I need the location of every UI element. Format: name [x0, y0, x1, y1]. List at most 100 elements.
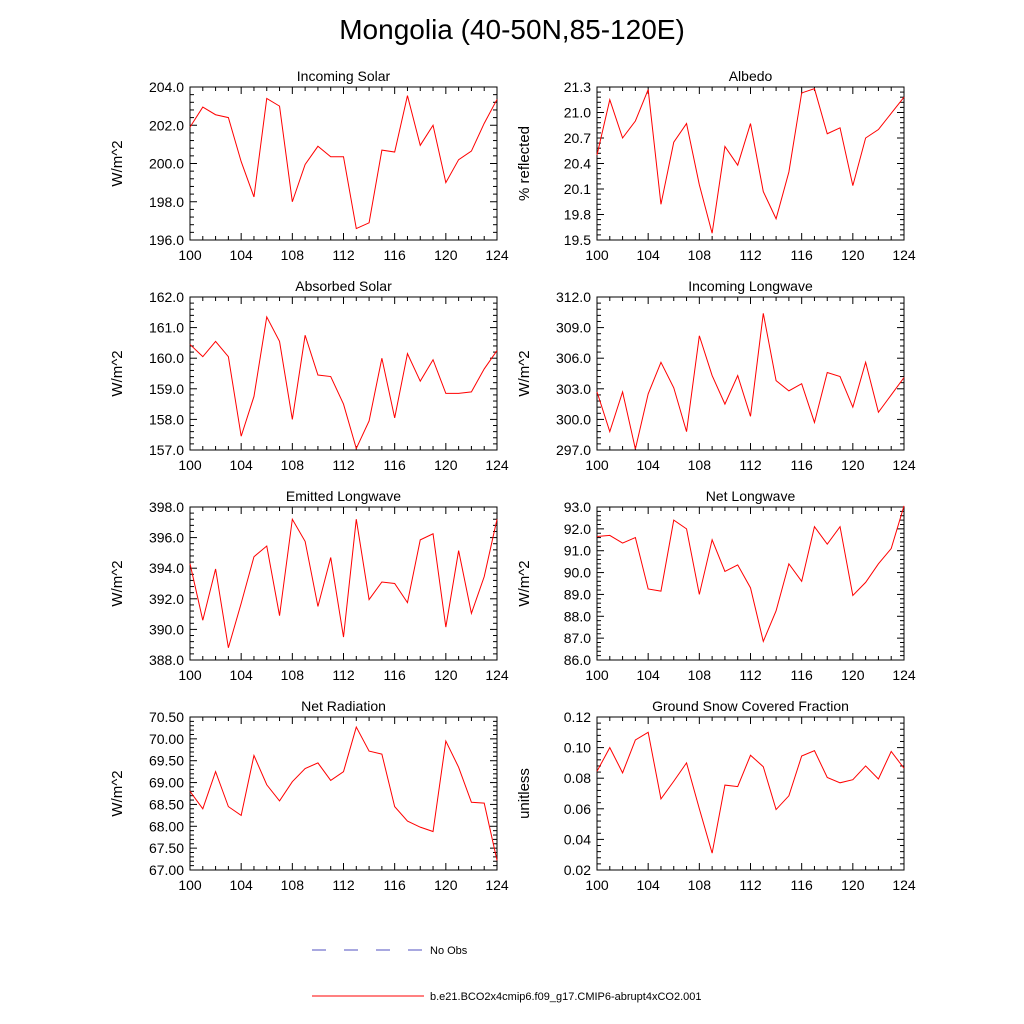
y-tick-label: 69.00 [149, 775, 184, 791]
x-tick-label: 116 [384, 877, 407, 893]
y-tick-label: 198.0 [149, 194, 184, 210]
y-tick-label: 394.0 [149, 560, 184, 576]
x-tick-label: 116 [384, 247, 407, 263]
panel-6: Net Longwave W/m^2 100 104 108 112 116 120 124 86… [516, 488, 916, 683]
x-tick-label: 120 [434, 667, 458, 683]
x-tick-label: 104 [636, 457, 660, 473]
series-line [596, 88, 905, 234]
y-tick-label: 159.0 [149, 381, 184, 397]
x-tick-label: 100 [585, 247, 609, 263]
y-tick-label: 0.06 [564, 801, 591, 817]
x-tick-label: 108 [281, 877, 305, 893]
x-tick-label: 104 [636, 247, 660, 263]
x-tick-label: 120 [841, 247, 865, 263]
legend-obs-label: No Obs [430, 945, 468, 957]
series-line [189, 725, 498, 861]
series-line [596, 313, 905, 450]
y-tick-label: 92.0 [564, 521, 591, 537]
panel-title: Emitted Longwave [286, 488, 401, 504]
y-tick-label: 68.50 [149, 796, 184, 812]
y-tick-label: 303.0 [556, 381, 591, 397]
figure-title: Mongolia (40-50N,85-120E) [339, 14, 685, 45]
y-tick-label: 297.0 [556, 442, 591, 458]
x-tick-label: 116 [791, 877, 814, 893]
y-tick-label: 0.02 [564, 862, 591, 878]
x-tick-label: 112 [739, 877, 762, 893]
x-tick-label: 100 [178, 457, 202, 473]
x-tick-label: 108 [281, 667, 305, 683]
x-tick-label: 124 [892, 457, 916, 473]
y-tick-label: 160.0 [149, 350, 184, 366]
y-tick-label: 0.04 [564, 831, 591, 847]
y-tick-label: 19.5 [564, 232, 591, 248]
x-tick-label: 116 [791, 457, 814, 473]
x-tick-label: 112 [332, 877, 355, 893]
x-tick-label: 108 [281, 457, 305, 473]
x-tick-label: 108 [688, 457, 712, 473]
y-axis-label: W/m^2 [109, 560, 126, 606]
x-tick-label: 112 [739, 667, 762, 683]
panel-title: Net Longwave [706, 488, 796, 504]
y-tick-label: 158.0 [149, 411, 184, 427]
y-tick-label: 86.0 [564, 652, 591, 668]
panel-4: Incoming Longwave W/m^2 100 104 108 112 116 120… [516, 278, 916, 473]
x-tick-label: 120 [434, 247, 458, 263]
y-tick-label: 204.0 [149, 79, 184, 95]
y-tick-label: 202.0 [149, 117, 184, 133]
x-tick-label: 100 [178, 247, 202, 263]
y-tick-label: 396.0 [149, 530, 184, 546]
series-line [596, 505, 905, 644]
y-axis-label: unitless [516, 768, 533, 819]
x-tick-label: 116 [791, 247, 814, 263]
plot-frame [596, 296, 905, 451]
y-tick-label: 70.00 [149, 731, 184, 747]
y-tick-label: 309.0 [556, 320, 591, 336]
y-tick-label: 306.0 [556, 350, 591, 366]
x-tick-label: 100 [585, 457, 609, 473]
y-tick-label: 392.0 [149, 591, 184, 607]
x-tick-label: 104 [229, 457, 253, 473]
y-tick-label: 67.00 [149, 862, 184, 878]
y-tick-label: 88.0 [564, 608, 591, 624]
x-tick-label: 104 [636, 877, 660, 893]
panel-5: Emitted Longwave W/m^2 100 104 108 112 116 120 1… [109, 488, 509, 683]
x-tick-label: 112 [739, 247, 762, 263]
x-tick-label: 116 [791, 667, 814, 683]
plot-frame [596, 716, 905, 871]
y-tick-label: 67.50 [149, 840, 184, 856]
plot-frame [189, 716, 498, 871]
panel-2: Albedo % reflected 100 104 108 112 116 120 124 19… [516, 68, 916, 263]
x-tick-label: 108 [688, 247, 712, 263]
legend-model-label: b.e21.BCO2x4cmip6.f09_g17.CMIP6-abrupt4x… [430, 991, 702, 1003]
y-tick-label: 388.0 [149, 652, 184, 668]
series-line [189, 517, 498, 648]
x-tick-label: 100 [178, 667, 202, 683]
y-tick-label: 19.8 [564, 207, 591, 223]
panel-7: Net Radiation W/m^2 100 104 108 112 116 120 124 6… [109, 698, 509, 893]
x-tick-label: 108 [688, 877, 712, 893]
y-tick-label: 0.12 [564, 709, 591, 725]
plot-frame [189, 296, 498, 451]
x-tick-label: 108 [281, 247, 305, 263]
x-tick-label: 112 [739, 457, 762, 473]
x-tick-label: 100 [585, 667, 609, 683]
y-tick-label: 162.0 [149, 289, 184, 305]
y-tick-label: 87.0 [564, 630, 591, 646]
x-tick-label: 124 [485, 247, 509, 263]
x-tick-label: 100 [585, 877, 609, 893]
panel-1: Incoming Solar W/m^2 100 104 108 112 116 120 124… [109, 68, 509, 263]
x-tick-label: 120 [434, 877, 458, 893]
y-axis-label: W/m^2 [109, 770, 126, 816]
panel-8: Ground Snow Covered Fraction unitless 100 1… [516, 698, 916, 893]
y-tick-label: 300.0 [556, 411, 591, 427]
x-tick-label: 124 [485, 667, 509, 683]
x-tick-label: 124 [485, 457, 509, 473]
y-tick-label: 398.0 [149, 499, 184, 515]
y-tick-label: 20.1 [564, 181, 591, 197]
y-tick-label: 200.0 [149, 156, 184, 172]
x-tick-label: 120 [841, 457, 865, 473]
plot-frame [189, 86, 498, 241]
x-tick-label: 104 [229, 247, 253, 263]
y-axis-label: W/m^2 [109, 350, 126, 396]
y-axis-label: W/m^2 [109, 140, 126, 186]
